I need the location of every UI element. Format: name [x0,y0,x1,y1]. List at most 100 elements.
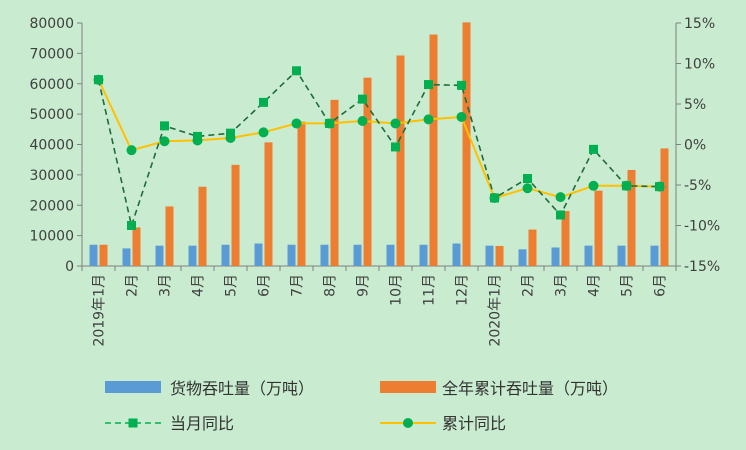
bar-cargo [122,248,131,266]
bar-cumulative-cargo [198,186,207,266]
bar-cargo [320,244,329,266]
bar-cargo [584,245,593,266]
bar-cargo [155,245,164,266]
legend-marker-cumulative-yoy [403,418,413,428]
point-monthly-yoy [358,94,367,104]
point-monthly-yoy [391,142,400,152]
bar-cumulative-cargo [231,164,240,266]
y-right-tick-label: -5% [684,178,711,194]
point-monthly-yoy [424,80,433,90]
y-right-tick-label: -15% [684,259,720,275]
bar-cumulative-cargo [363,77,372,266]
line-cumulative-yoy [97,79,660,200]
point-cumulative-yoy [423,114,434,125]
y-left-tick-label: 50000 [29,107,74,123]
x-tick-label: 12月 [455,274,471,306]
bar-cargo [419,244,428,266]
bar-cumulative-cargo [330,99,339,266]
line-monthly-yoy [97,69,660,229]
bar-cargo [650,245,659,266]
point-monthly-yoy [160,121,169,131]
point-cumulative-yoy [588,180,599,191]
y-left-tick-label: 20000 [29,198,74,214]
bar-cumulative-cargo [594,190,603,266]
x-tick-label: 6月 [653,274,669,297]
legend-swatch-cargo [105,381,161,393]
y-right-tick-label: 0% [684,138,706,154]
legend-label-monthly-yoy: 当月同比 [170,414,234,433]
x-tick-label: 3月 [554,274,570,297]
bar-cumulative-cargo [627,170,636,266]
bar-cumulative-cargo [429,34,438,267]
bar-cargo [485,245,494,266]
y-left-tick-label: 30000 [29,168,74,184]
y-right-tick-label: 15% [684,16,715,32]
point-monthly-yoy [259,97,268,107]
bar-cumulative-cargo [99,244,108,266]
legend-marker-monthly-yoy [128,418,138,428]
point-monthly-yoy [292,66,301,76]
bar-cargo [353,244,362,266]
bar-cargo [617,245,626,266]
y-left-tick-label: 60000 [29,77,74,93]
y-left-tick-label: 0 [65,259,74,275]
point-monthly-yoy [325,118,334,128]
point-monthly-yoy [127,221,136,230]
x-tick-label: 5月 [224,274,240,297]
point-cumulative-yoy [126,145,137,156]
y-left-tick-label: 10000 [29,229,74,245]
y-right-tick-label: 5% [684,97,706,113]
axes: 0 10000 20000 30000 40000 50000 60000 70000 8000… [29,16,720,275]
legend-swatch-cumulative-cargo [380,381,436,393]
point-monthly-yoy [490,193,499,203]
point-monthly-yoy [622,181,631,191]
bar-cumulative-cargo [528,229,537,266]
point-cumulative-yoy [291,118,302,129]
y-right-tick-label: -10% [684,219,720,235]
x-tick-label: 2月 [521,274,537,297]
bar-cumulative-cargo [561,211,570,266]
bar-cargo [89,244,98,266]
bar-cumulative-cargo [660,148,669,266]
bar-cumulative-cargo [462,22,471,266]
point-monthly-yoy [94,75,103,85]
x-tick-label: 2020年1月 [488,274,504,347]
legend-label-cumulative-cargo: 全年累计吞吐量（万吨） [442,379,618,398]
x-tick-label: 8月 [323,274,339,297]
point-monthly-yoy [589,144,598,154]
bar-cargo [287,244,296,266]
point-cumulative-yoy [357,116,368,127]
x-tick-label: 9月 [356,274,372,297]
x-tick-label: 4月 [587,274,603,297]
point-cumulative-yoy [456,111,467,122]
bar-cargo [551,247,560,266]
bar-cargo [518,249,527,266]
y-left-tick-label: 40000 [29,138,74,154]
x-tick-label: 3月 [158,274,174,297]
point-monthly-yoy [193,131,202,141]
bar-cumulative-cargo [495,245,504,266]
bar-cumulative-cargo [264,142,273,266]
bars [89,22,669,267]
bar-cumulative-cargo [297,121,306,266]
point-cumulative-yoy [159,136,170,147]
x-tick-label: 7月 [290,274,306,297]
x-tick-label: 11月 [422,274,438,306]
bar-cargo [188,245,197,266]
point-cumulative-yoy [555,192,566,203]
legend-label-cargo: 货物吞吐量（万吨） [170,379,314,398]
x-tick-label: 6月 [257,274,273,297]
point-cumulative-yoy [522,183,533,194]
x-tick-label: 2月 [125,274,141,297]
point-cumulative-yoy [258,127,269,138]
lines [93,66,665,230]
bar-cargo [386,244,395,266]
point-monthly-yoy [457,80,466,90]
y-right-tick-label: 10% [684,57,715,73]
legend: 货物吞吐量（万吨） 全年累计吞吐量（万吨） 当月同比 累计同比 [105,379,618,433]
point-monthly-yoy [523,174,532,184]
x-tick-label: 4月 [191,274,207,297]
bar-cargo [221,244,230,266]
